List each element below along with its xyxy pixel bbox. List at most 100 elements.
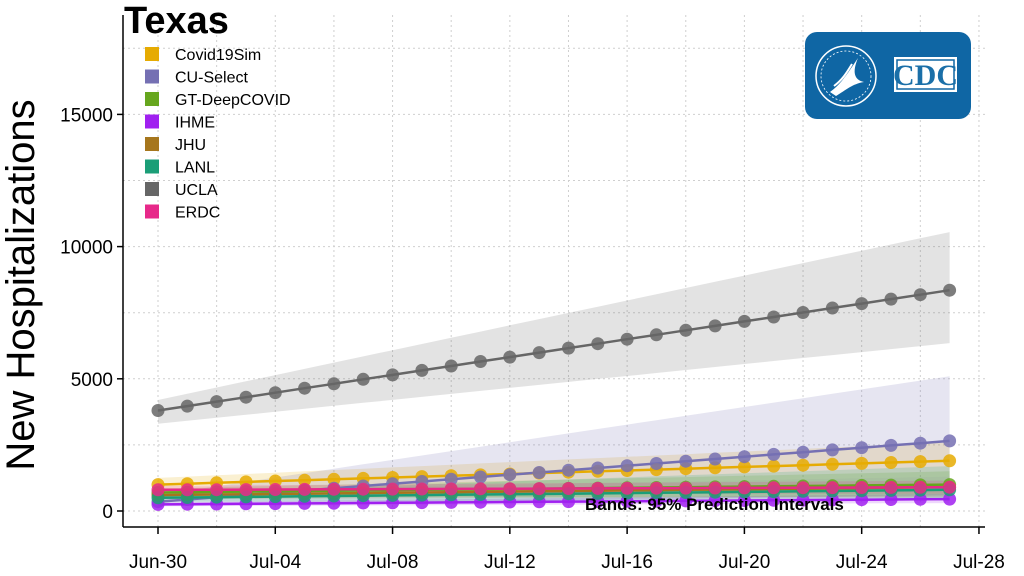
x-tick-label: Jul-28 bbox=[953, 552, 1005, 573]
point-erdc bbox=[591, 481, 605, 495]
point-covid19sim bbox=[943, 454, 957, 468]
line-erdc bbox=[158, 485, 950, 492]
point-erdc bbox=[268, 483, 282, 496]
point-cu-select bbox=[649, 457, 663, 470]
point-ucla bbox=[239, 390, 253, 404]
line-lanl bbox=[157, 488, 950, 500]
x-tick-label: Jul-08 bbox=[367, 552, 419, 573]
chart-title: Texas bbox=[124, 0, 229, 42]
point-erdc bbox=[474, 482, 487, 496]
point-ihme bbox=[943, 492, 957, 506]
legend-label-covid19sim: Covid19Sim bbox=[175, 47, 261, 64]
line-covid19sim bbox=[157, 459, 950, 486]
point-ucla bbox=[708, 319, 722, 333]
point-ucla bbox=[591, 337, 605, 351]
legend-label-cu-select: CU-Select bbox=[175, 70, 248, 87]
y-axis-label: New Hospitalizations bbox=[0, 99, 43, 470]
bands-annotation: Bands: 95% Prediction Intervals bbox=[585, 495, 844, 514]
point-ucla bbox=[356, 372, 370, 386]
hhs-eagle-icon bbox=[815, 45, 877, 107]
point-ihme bbox=[884, 493, 898, 506]
point-ihme bbox=[855, 493, 869, 507]
x-tick-label: Jun-30 bbox=[129, 552, 187, 573]
line-ihme bbox=[157, 497, 950, 506]
point-erdc bbox=[913, 480, 927, 494]
legend-label-lanl: LANL bbox=[175, 160, 215, 177]
point-cu-select bbox=[737, 450, 751, 464]
point-ucla bbox=[649, 328, 663, 342]
point-erdc bbox=[386, 482, 400, 496]
y-tick-label: 15000 bbox=[60, 105, 113, 126]
point-erdc bbox=[298, 482, 312, 496]
point-erdc bbox=[151, 483, 165, 497]
line-ucla bbox=[157, 288, 950, 412]
point-cu-select bbox=[825, 443, 839, 457]
cdc-logo-background bbox=[805, 32, 971, 119]
point-ihme bbox=[913, 492, 927, 506]
point-erdc bbox=[796, 481, 810, 495]
point-cu-select bbox=[855, 441, 869, 455]
point-covid19sim bbox=[737, 460, 751, 474]
point-ucla bbox=[679, 323, 693, 337]
point-cu-select bbox=[591, 461, 605, 475]
point-erdc bbox=[943, 480, 957, 494]
legend-swatch-jhu bbox=[145, 137, 159, 151]
point-covid19sim bbox=[327, 472, 341, 486]
axes: 0 5000 10000 15000 Jun-30 Jul-04 Jul-08 Jul-12 J… bbox=[60, 15, 1005, 573]
legend-label-erdc: ERDC bbox=[175, 205, 220, 222]
cdc-wordmark: CDC bbox=[893, 59, 958, 92]
legend-swatch-ucla bbox=[145, 182, 159, 196]
x-tick-label: Jul-24 bbox=[836, 552, 888, 573]
point-cu-select bbox=[562, 463, 575, 477]
point-ucla bbox=[503, 350, 517, 364]
point-erdc bbox=[239, 483, 253, 497]
point-erdc bbox=[825, 481, 839, 495]
point-cu-select bbox=[796, 445, 810, 459]
point-cu-select bbox=[474, 470, 487, 484]
point-ucla bbox=[913, 288, 927, 302]
point-cu-select bbox=[503, 468, 517, 482]
point-covid19sim bbox=[884, 456, 898, 469]
point-ucla bbox=[737, 314, 751, 328]
x-tick-label: Jul-20 bbox=[719, 552, 771, 573]
point-ucla bbox=[532, 346, 546, 360]
point-erdc bbox=[884, 480, 898, 494]
point-ucla bbox=[327, 377, 341, 391]
band-ucla bbox=[158, 232, 950, 424]
point-cu-select bbox=[767, 447, 781, 461]
legend-swatch-lanl bbox=[145, 159, 159, 174]
y-tick-label: 5000 bbox=[71, 370, 113, 391]
point-erdc bbox=[649, 481, 663, 495]
series-points bbox=[151, 283, 957, 511]
point-covid19sim bbox=[796, 458, 810, 472]
band-cu-select bbox=[158, 376, 950, 506]
legend-swatch-cu-select bbox=[145, 69, 159, 84]
point-erdc bbox=[210, 483, 224, 497]
point-erdc bbox=[679, 481, 693, 495]
point-erdc bbox=[444, 482, 458, 496]
point-cu-select bbox=[620, 459, 634, 473]
point-cu-select bbox=[444, 472, 458, 486]
point-cu-select bbox=[532, 466, 546, 479]
point-ucla bbox=[767, 310, 781, 324]
legend-label-jhu: JHU bbox=[175, 137, 206, 154]
legend-swatch-ihme bbox=[145, 114, 159, 129]
point-covid19sim bbox=[913, 455, 927, 469]
point-ucla bbox=[825, 301, 839, 315]
y-tick-label: 10000 bbox=[60, 238, 113, 259]
point-cu-select bbox=[708, 452, 722, 466]
point-cu-select bbox=[679, 454, 693, 468]
x-tick-label: Jul-04 bbox=[249, 552, 301, 573]
point-erdc bbox=[327, 482, 341, 496]
point-ucla bbox=[415, 363, 429, 377]
point-ucla bbox=[474, 355, 487, 368]
point-erdc bbox=[855, 481, 869, 494]
point-erdc bbox=[737, 481, 751, 495]
cdc-logo: CDC bbox=[805, 32, 971, 119]
point-cu-select bbox=[943, 434, 957, 448]
point-covid19sim bbox=[298, 473, 312, 487]
point-covid19sim bbox=[855, 456, 869, 470]
point-erdc bbox=[503, 482, 517, 496]
legend-label-ihme: IHME bbox=[175, 115, 215, 132]
